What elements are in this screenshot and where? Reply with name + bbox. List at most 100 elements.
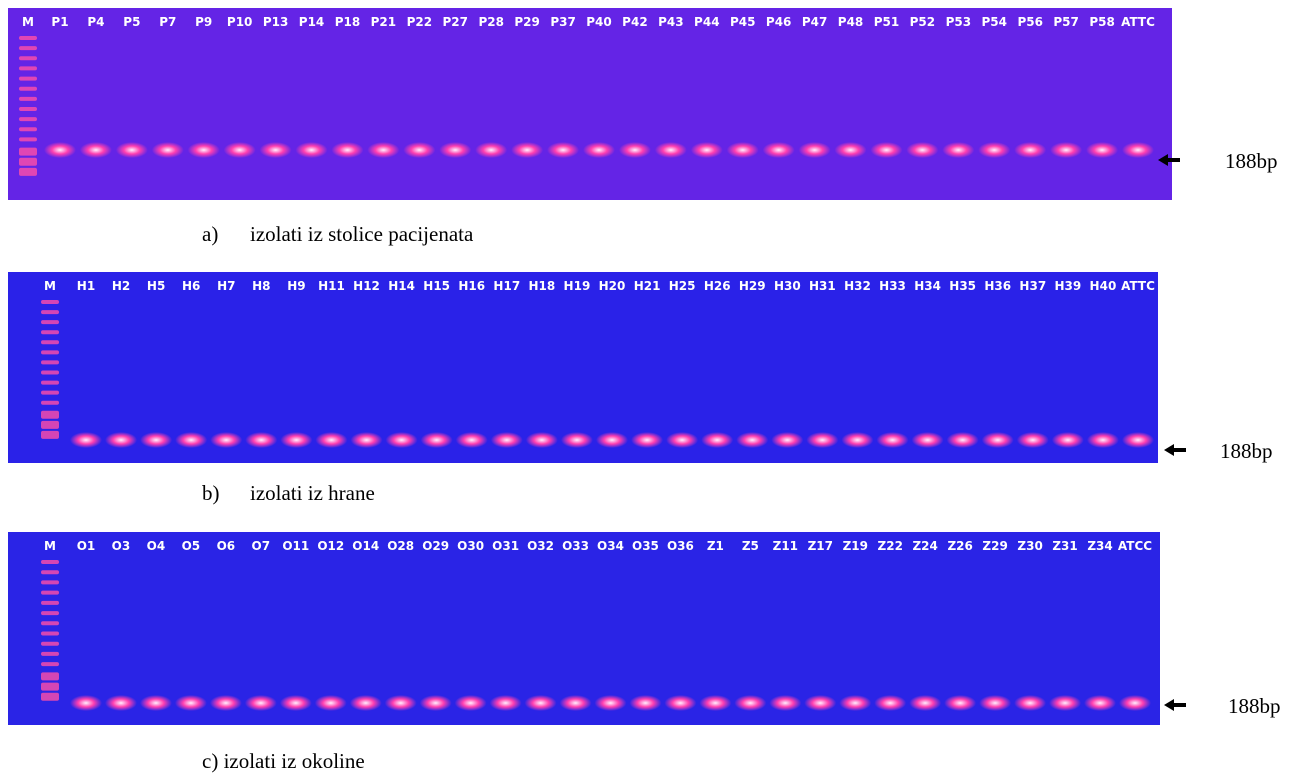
dna-band	[691, 142, 723, 158]
ladder-band	[41, 642, 59, 646]
lane-label: H5	[147, 279, 165, 293]
dna-band	[385, 695, 417, 711]
size-label: 188bp	[1225, 149, 1278, 173]
dna-band	[1087, 432, 1119, 448]
ladder-band	[19, 97, 37, 101]
lane-label: H25	[669, 279, 696, 293]
dna-band	[909, 695, 941, 711]
ladder-band	[41, 381, 59, 385]
gel	[8, 8, 1172, 200]
lane-label: Z22	[878, 539, 903, 553]
dna-band	[175, 695, 207, 711]
dna-band	[491, 432, 523, 448]
lane-label: P48	[838, 15, 864, 29]
lane-label: P47	[802, 15, 828, 29]
dna-band	[978, 142, 1010, 158]
ladder-band	[19, 66, 37, 70]
lane-label: P28	[478, 15, 504, 29]
lane-label: O33	[562, 539, 589, 553]
ladder-band	[41, 310, 59, 314]
dna-band	[912, 432, 944, 448]
dna-band	[245, 432, 277, 448]
lane-label: H18	[528, 279, 555, 293]
dna-band	[979, 695, 1011, 711]
lane-label: H36	[984, 279, 1011, 293]
dna-band	[799, 142, 831, 158]
dna-band	[80, 142, 112, 158]
lane-label: P44	[694, 15, 720, 29]
lane-label: P53	[946, 15, 972, 29]
lane-label: H15	[423, 279, 450, 293]
lane-label: O5	[182, 539, 201, 553]
lane-label: H20	[599, 279, 626, 293]
dna-band	[403, 142, 435, 158]
dna-band	[1086, 142, 1118, 158]
lane-label: O30	[457, 539, 484, 553]
dna-band	[947, 432, 979, 448]
dna-band	[70, 695, 102, 711]
dna-band	[806, 432, 838, 448]
lane-label: ATCC	[1118, 539, 1152, 553]
dna-band	[877, 432, 909, 448]
lane-label: P14	[299, 15, 325, 29]
dna-band	[210, 695, 242, 711]
dna-band	[475, 142, 507, 158]
dna-band	[701, 432, 733, 448]
page: {"panels": [ {"lanes": ["M","P1","P4","P…	[0, 0, 1300, 781]
dna-band	[1050, 142, 1082, 158]
caption-marker: a)	[202, 222, 218, 246]
dna-band	[699, 695, 731, 711]
ladder-band	[19, 158, 37, 166]
dna-band	[1049, 695, 1081, 711]
dna-band	[596, 432, 628, 448]
lane-label: Z17	[808, 539, 833, 553]
lane-label: O12	[317, 539, 344, 553]
ladder-band	[41, 591, 59, 595]
dna-band	[1014, 142, 1046, 158]
dna-band	[525, 695, 557, 711]
dna-band	[455, 695, 487, 711]
size-label: 188bp	[1220, 439, 1273, 463]
ladder-band	[41, 580, 59, 584]
lane-label: P7	[159, 15, 176, 29]
ladder-band	[41, 570, 59, 574]
dna-band	[350, 695, 382, 711]
lane-label: P18	[335, 15, 361, 29]
dna-band	[140, 695, 172, 711]
dna-band	[511, 142, 543, 158]
lane-label: Z29	[982, 539, 1007, 553]
lane-label: P54	[982, 15, 1008, 29]
lane-label: H34	[914, 279, 941, 293]
lane-label: Z30	[1017, 539, 1042, 553]
dna-band	[736, 432, 768, 448]
lane-label: H35	[949, 279, 976, 293]
lane-label: H21	[634, 279, 661, 293]
caption: c) izolati iz okoline	[202, 749, 365, 773]
dna-band	[116, 142, 148, 158]
lane-label: O14	[352, 539, 379, 553]
ladder-band	[41, 611, 59, 615]
ladder-band	[19, 46, 37, 50]
lane-label: H39	[1054, 279, 1081, 293]
dna-band	[315, 432, 347, 448]
lane-label: Z31	[1052, 539, 1077, 553]
ladder-band	[19, 148, 37, 156]
dna-band	[804, 695, 836, 711]
dna-band	[629, 695, 661, 711]
lane-label: P42	[622, 15, 648, 29]
lane-label: Z24	[912, 539, 937, 553]
dna-band	[906, 142, 938, 158]
lane-label: P46	[766, 15, 792, 29]
ladder-band	[41, 401, 59, 405]
lane-label: O11	[282, 539, 309, 553]
ladder-band	[41, 693, 59, 701]
lane-label: H33	[879, 279, 906, 293]
dna-band	[583, 142, 615, 158]
lane-label: H37	[1019, 279, 1046, 293]
dna-band	[666, 432, 698, 448]
dna-band	[763, 142, 795, 158]
dna-band	[631, 432, 663, 448]
ladder-band	[41, 411, 59, 419]
dna-band	[1052, 432, 1084, 448]
dna-band	[734, 695, 766, 711]
